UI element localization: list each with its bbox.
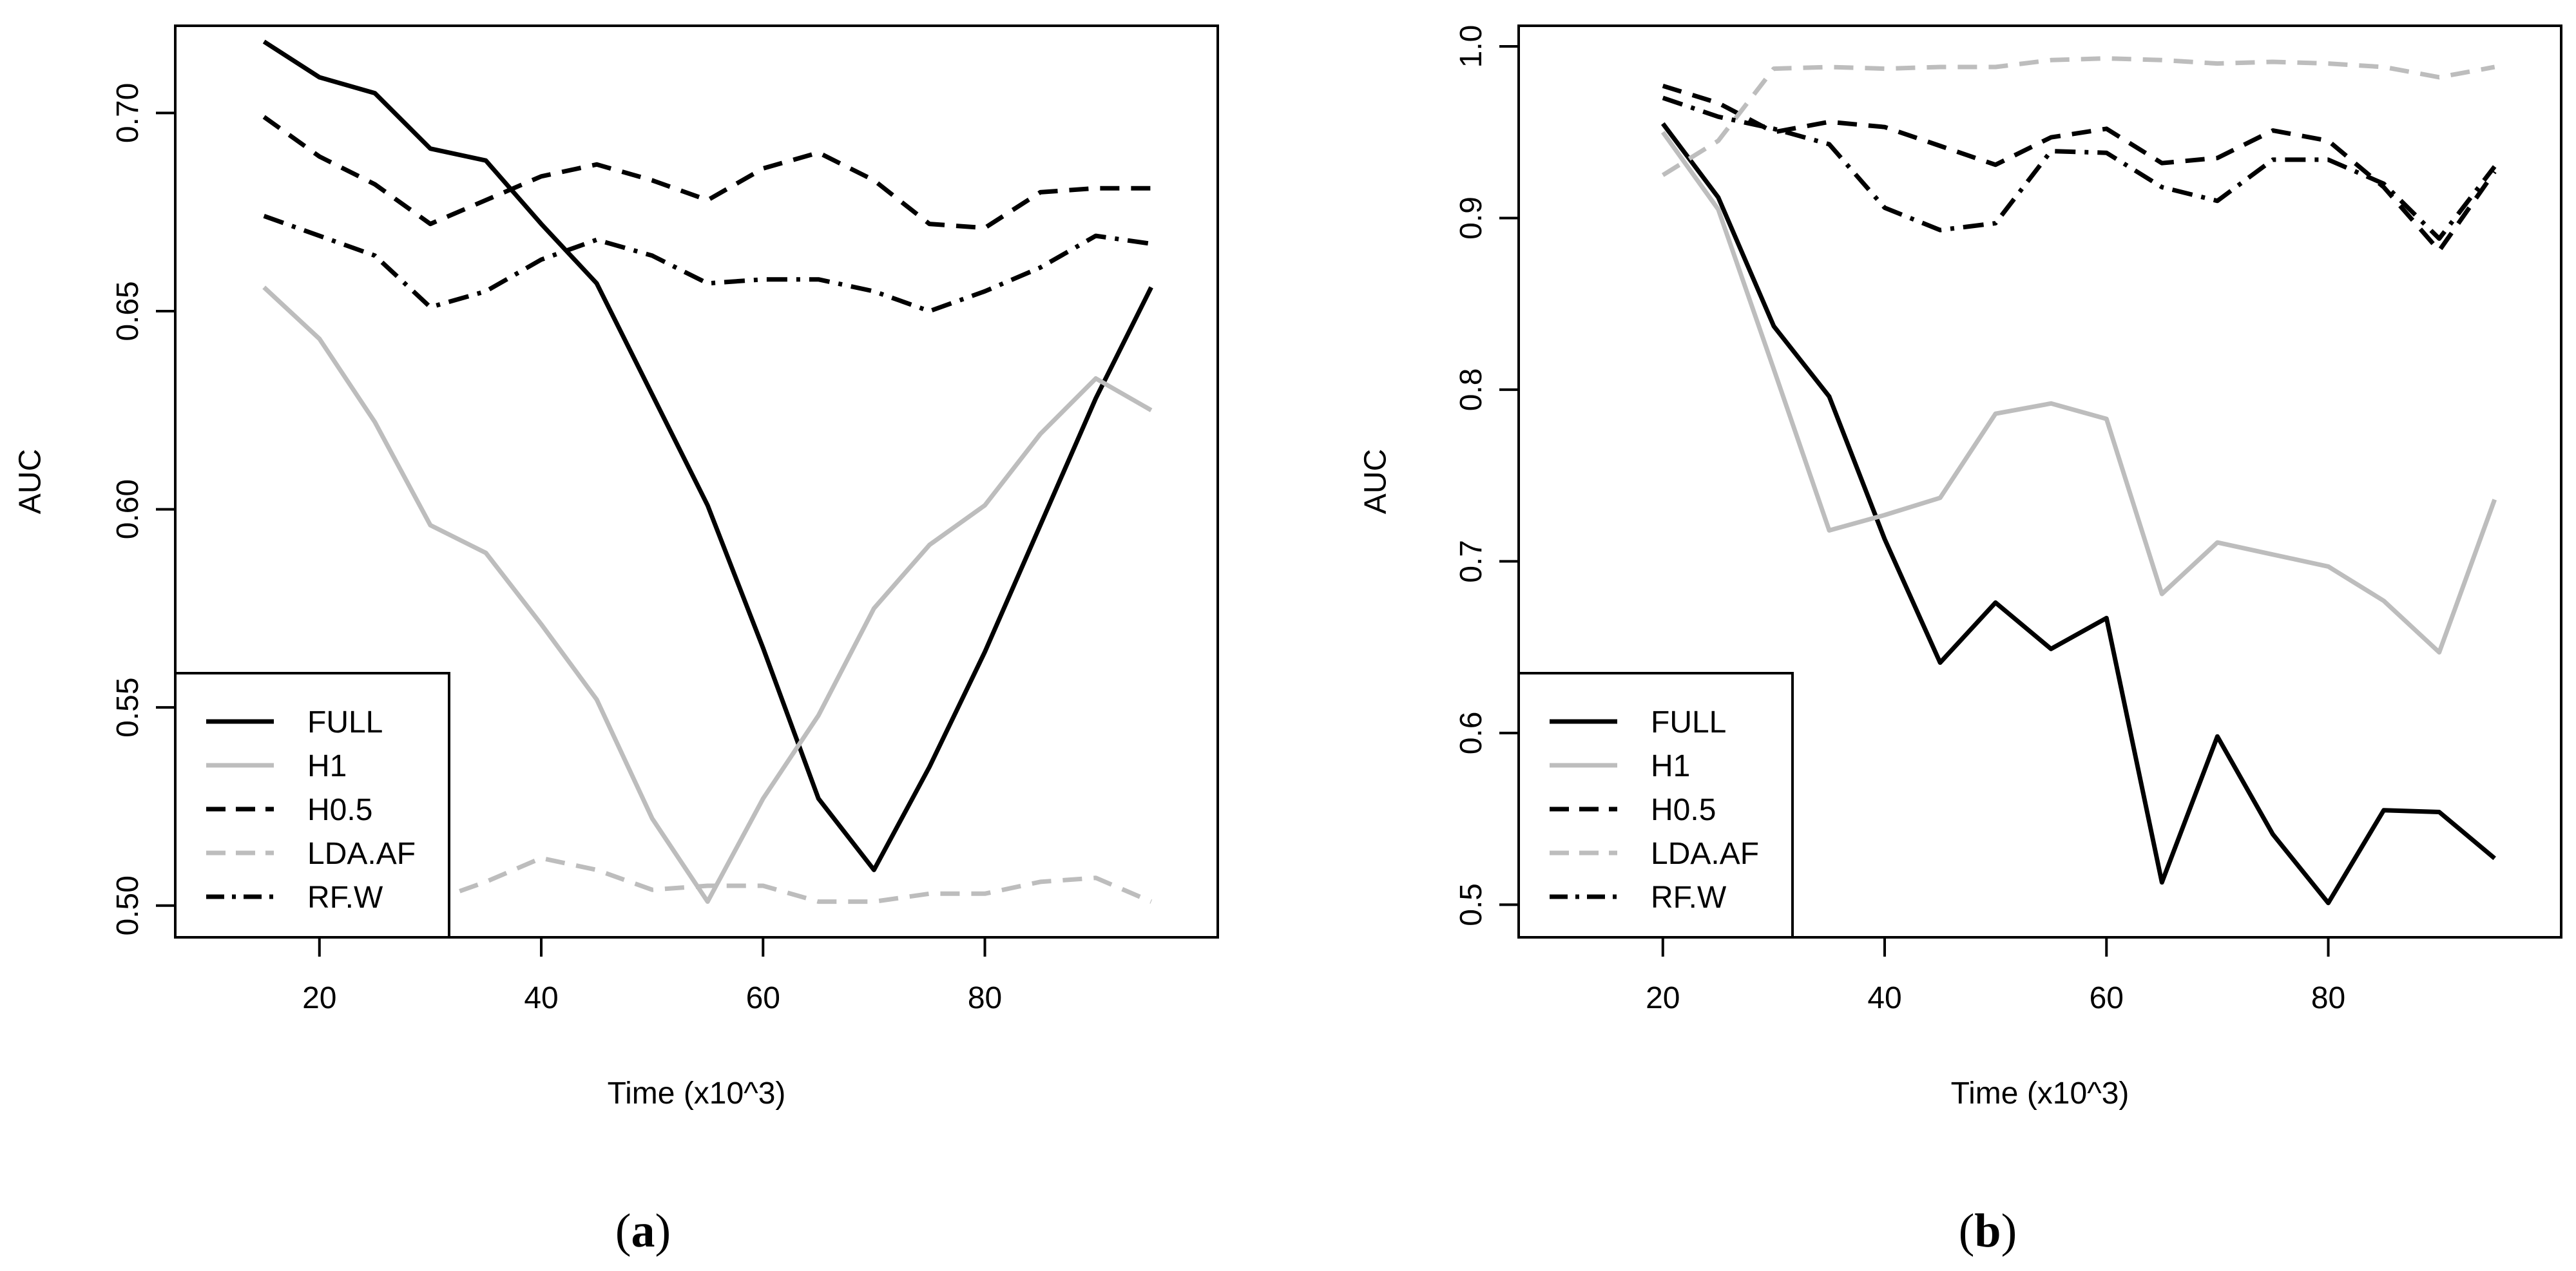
- y-tick-label: 0.70: [111, 83, 145, 143]
- panel-label-part: (: [615, 1205, 631, 1257]
- legend-label: LDA.AF: [1651, 837, 1759, 871]
- chart-panel-b: 20 40 60 80 0.5 0.6 0.7 0.8 0.9 1.0 Time (x10^3) AU…: [1359, 24, 2562, 1257]
- series-line-h0-5: [262, 115, 1151, 231]
- y-tick-label: 0.65: [111, 281, 145, 341]
- x-tick-label: 60: [2090, 981, 2124, 1015]
- y-tick-label: 0.9: [1454, 196, 1488, 240]
- legend-label: FULL: [307, 705, 383, 740]
- panel-label-part: a: [631, 1205, 655, 1257]
- x-tick-label: 80: [968, 981, 1002, 1015]
- x-tick-label: 20: [1646, 981, 1680, 1015]
- panel-label-part: ): [2001, 1205, 2017, 1257]
- y-tick-label: 0.6: [1454, 712, 1488, 755]
- legend-label: H0.5: [307, 793, 372, 827]
- legend-box: [1517, 672, 1794, 939]
- x-axis-title: Time (x10^3): [608, 1076, 786, 1111]
- series-line-full: [1661, 122, 2496, 906]
- x-tick-label: 40: [1867, 981, 1901, 1015]
- series-line-rf-w: [263, 214, 1152, 314]
- panel-label-part: ): [655, 1205, 671, 1257]
- plot-frame: [174, 24, 1219, 939]
- plot-frame: [1517, 24, 2562, 939]
- series-line-rf-w: [1662, 95, 2497, 241]
- y-tick-label: 0.50: [111, 875, 145, 935]
- y-tick-label: 0.55: [111, 677, 145, 737]
- legend-label: FULL: [1651, 705, 1726, 740]
- y-tick-label: 0.8: [1454, 368, 1488, 412]
- x-tick-label: 60: [746, 981, 780, 1015]
- y-tick-label: 1.0: [1454, 25, 1488, 68]
- x-tick-label: 80: [2311, 981, 2345, 1015]
- legend-label: H1: [307, 749, 347, 783]
- series-line-full: [262, 39, 1153, 872]
- x-tick-label: 40: [524, 981, 558, 1015]
- y-tick-label: 0.7: [1454, 540, 1488, 583]
- legend-label: H0.5: [1651, 793, 1716, 827]
- legend-label: RF.W: [307, 881, 383, 915]
- panel-label: (a): [615, 1205, 671, 1257]
- panel-label-part: (: [1959, 1205, 1975, 1257]
- legend-label: RF.W: [1651, 881, 1727, 915]
- y-axis-title: AUC: [14, 449, 48, 514]
- y-tick-label: 0.5: [1454, 883, 1488, 926]
- legend-label: LDA.AF: [307, 837, 416, 871]
- y-tick-label: 0.60: [111, 479, 145, 539]
- series-line-h0-5: [1662, 83, 2497, 253]
- y-axis-title: AUC: [1359, 449, 1393, 514]
- panel-label-part: b: [1974, 1205, 2001, 1257]
- x-axis-title: Time (x10^3): [1951, 1076, 2129, 1111]
- chart-panel-a: 20 40 60 80 0.50 0.55 0.60 0.65 0.70 Time (x10^3)…: [14, 24, 1219, 1257]
- x-tick-label: 20: [302, 981, 336, 1015]
- series-line-h1: [262, 285, 1153, 904]
- legend-label: H1: [1651, 749, 1690, 783]
- panel-label: (b): [1959, 1205, 2017, 1257]
- series-line-h1: [1660, 131, 2497, 655]
- legend-box: [174, 672, 450, 939]
- series-line-lda-af: [1661, 56, 2495, 177]
